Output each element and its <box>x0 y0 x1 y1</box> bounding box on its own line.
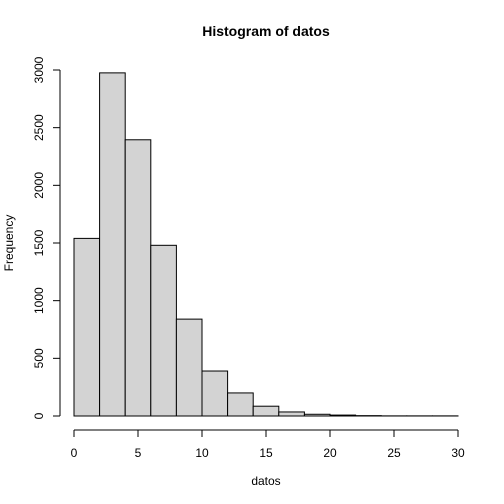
bars-layer <box>73 72 459 417</box>
y-tick-label-6: 2500 <box>32 114 46 141</box>
histogram-bar-9 <box>278 411 305 417</box>
histogram-bar-8 <box>252 405 280 417</box>
histogram-bar-2 <box>99 72 126 417</box>
histogram-bar-10 <box>303 413 331 417</box>
x-tick-label-1: 0 <box>71 446 78 460</box>
y-tick-label-5: 2000 <box>32 172 46 199</box>
histogram-bar-4 <box>150 244 177 417</box>
histogram-bar-3 <box>124 139 152 417</box>
y-tick-label-2: 500 <box>32 348 46 368</box>
y-tick-label-7: 3000 <box>32 56 46 83</box>
y-tick-label-3: 1000 <box>32 287 46 314</box>
chart-title: Histogram of datos <box>202 23 330 39</box>
histogram-bar-5 <box>175 318 203 417</box>
x-tick-label-5: 20 <box>323 446 337 460</box>
x-axis-label: datos <box>251 474 280 488</box>
x-tick-label-7: 30 <box>451 446 465 460</box>
histogram-bar-1 <box>73 237 101 417</box>
y-axis-label: Frequency <box>2 215 16 272</box>
histogram-bar-11 <box>329 414 357 417</box>
x-tick-label-6: 25 <box>387 446 401 460</box>
x-tick-label-2: 5 <box>135 446 142 460</box>
histogram-bar-6 <box>201 370 229 417</box>
x-tick-label-3: 10 <box>195 446 209 460</box>
x-tick-label-4: 15 <box>259 446 273 460</box>
y-axis: 0 500 1000 1500 2000 2500 3000 <box>32 56 61 419</box>
x-axis: 0 5 10 15 20 25 30 <box>71 429 465 460</box>
y-tick-label-4: 1500 <box>32 229 46 256</box>
y-tick-label-1: 0 <box>32 412 46 419</box>
histogram-bar-7 <box>227 392 254 417</box>
